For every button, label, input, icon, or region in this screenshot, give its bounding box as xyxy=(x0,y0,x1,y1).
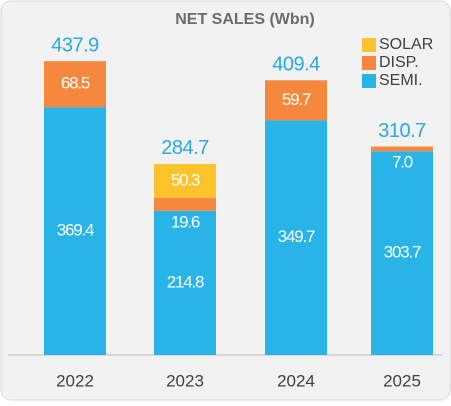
value-label: 369.4 xyxy=(57,221,94,240)
legend-swatch xyxy=(362,74,376,88)
total-label: 437.9 xyxy=(51,34,99,56)
legend-swatch xyxy=(362,56,376,70)
bar-segment xyxy=(154,163,216,198)
total-label: 284.7 xyxy=(161,137,209,159)
value-label: 59.7 xyxy=(282,90,311,109)
value-label: 349.7 xyxy=(278,227,315,246)
legend-label: DISP. xyxy=(379,54,419,71)
bar-segment xyxy=(265,80,327,121)
chart-title: NET SALES (Wbn) xyxy=(175,11,315,28)
bar-segment xyxy=(371,146,433,152)
legend-label: SOLAR xyxy=(379,36,433,53)
value-label: 19.6 xyxy=(171,212,200,231)
bar-segment xyxy=(265,120,327,355)
bar-segment xyxy=(44,107,106,355)
bar-segment xyxy=(44,61,106,108)
bar-segment xyxy=(154,197,216,211)
total-label: 409.4 xyxy=(272,54,320,76)
total-label: 310.7 xyxy=(378,120,426,142)
bar-segment xyxy=(371,151,433,355)
value-label: 50.3 xyxy=(171,170,200,189)
x-tick-label: 2025 xyxy=(383,371,421,390)
legend-label: SEMI. xyxy=(379,72,423,89)
x-tick-label: 2022 xyxy=(56,371,94,390)
value-label: 303.7 xyxy=(384,243,421,262)
value-label: 7.0 xyxy=(392,153,413,172)
x-tick-label: 2023 xyxy=(166,371,204,390)
bar-segment xyxy=(154,210,216,355)
value-label: 214.8 xyxy=(167,272,204,291)
legend-swatch xyxy=(362,38,376,52)
value-label: 68.5 xyxy=(61,74,90,93)
x-tick-label: 2024 xyxy=(277,371,315,390)
